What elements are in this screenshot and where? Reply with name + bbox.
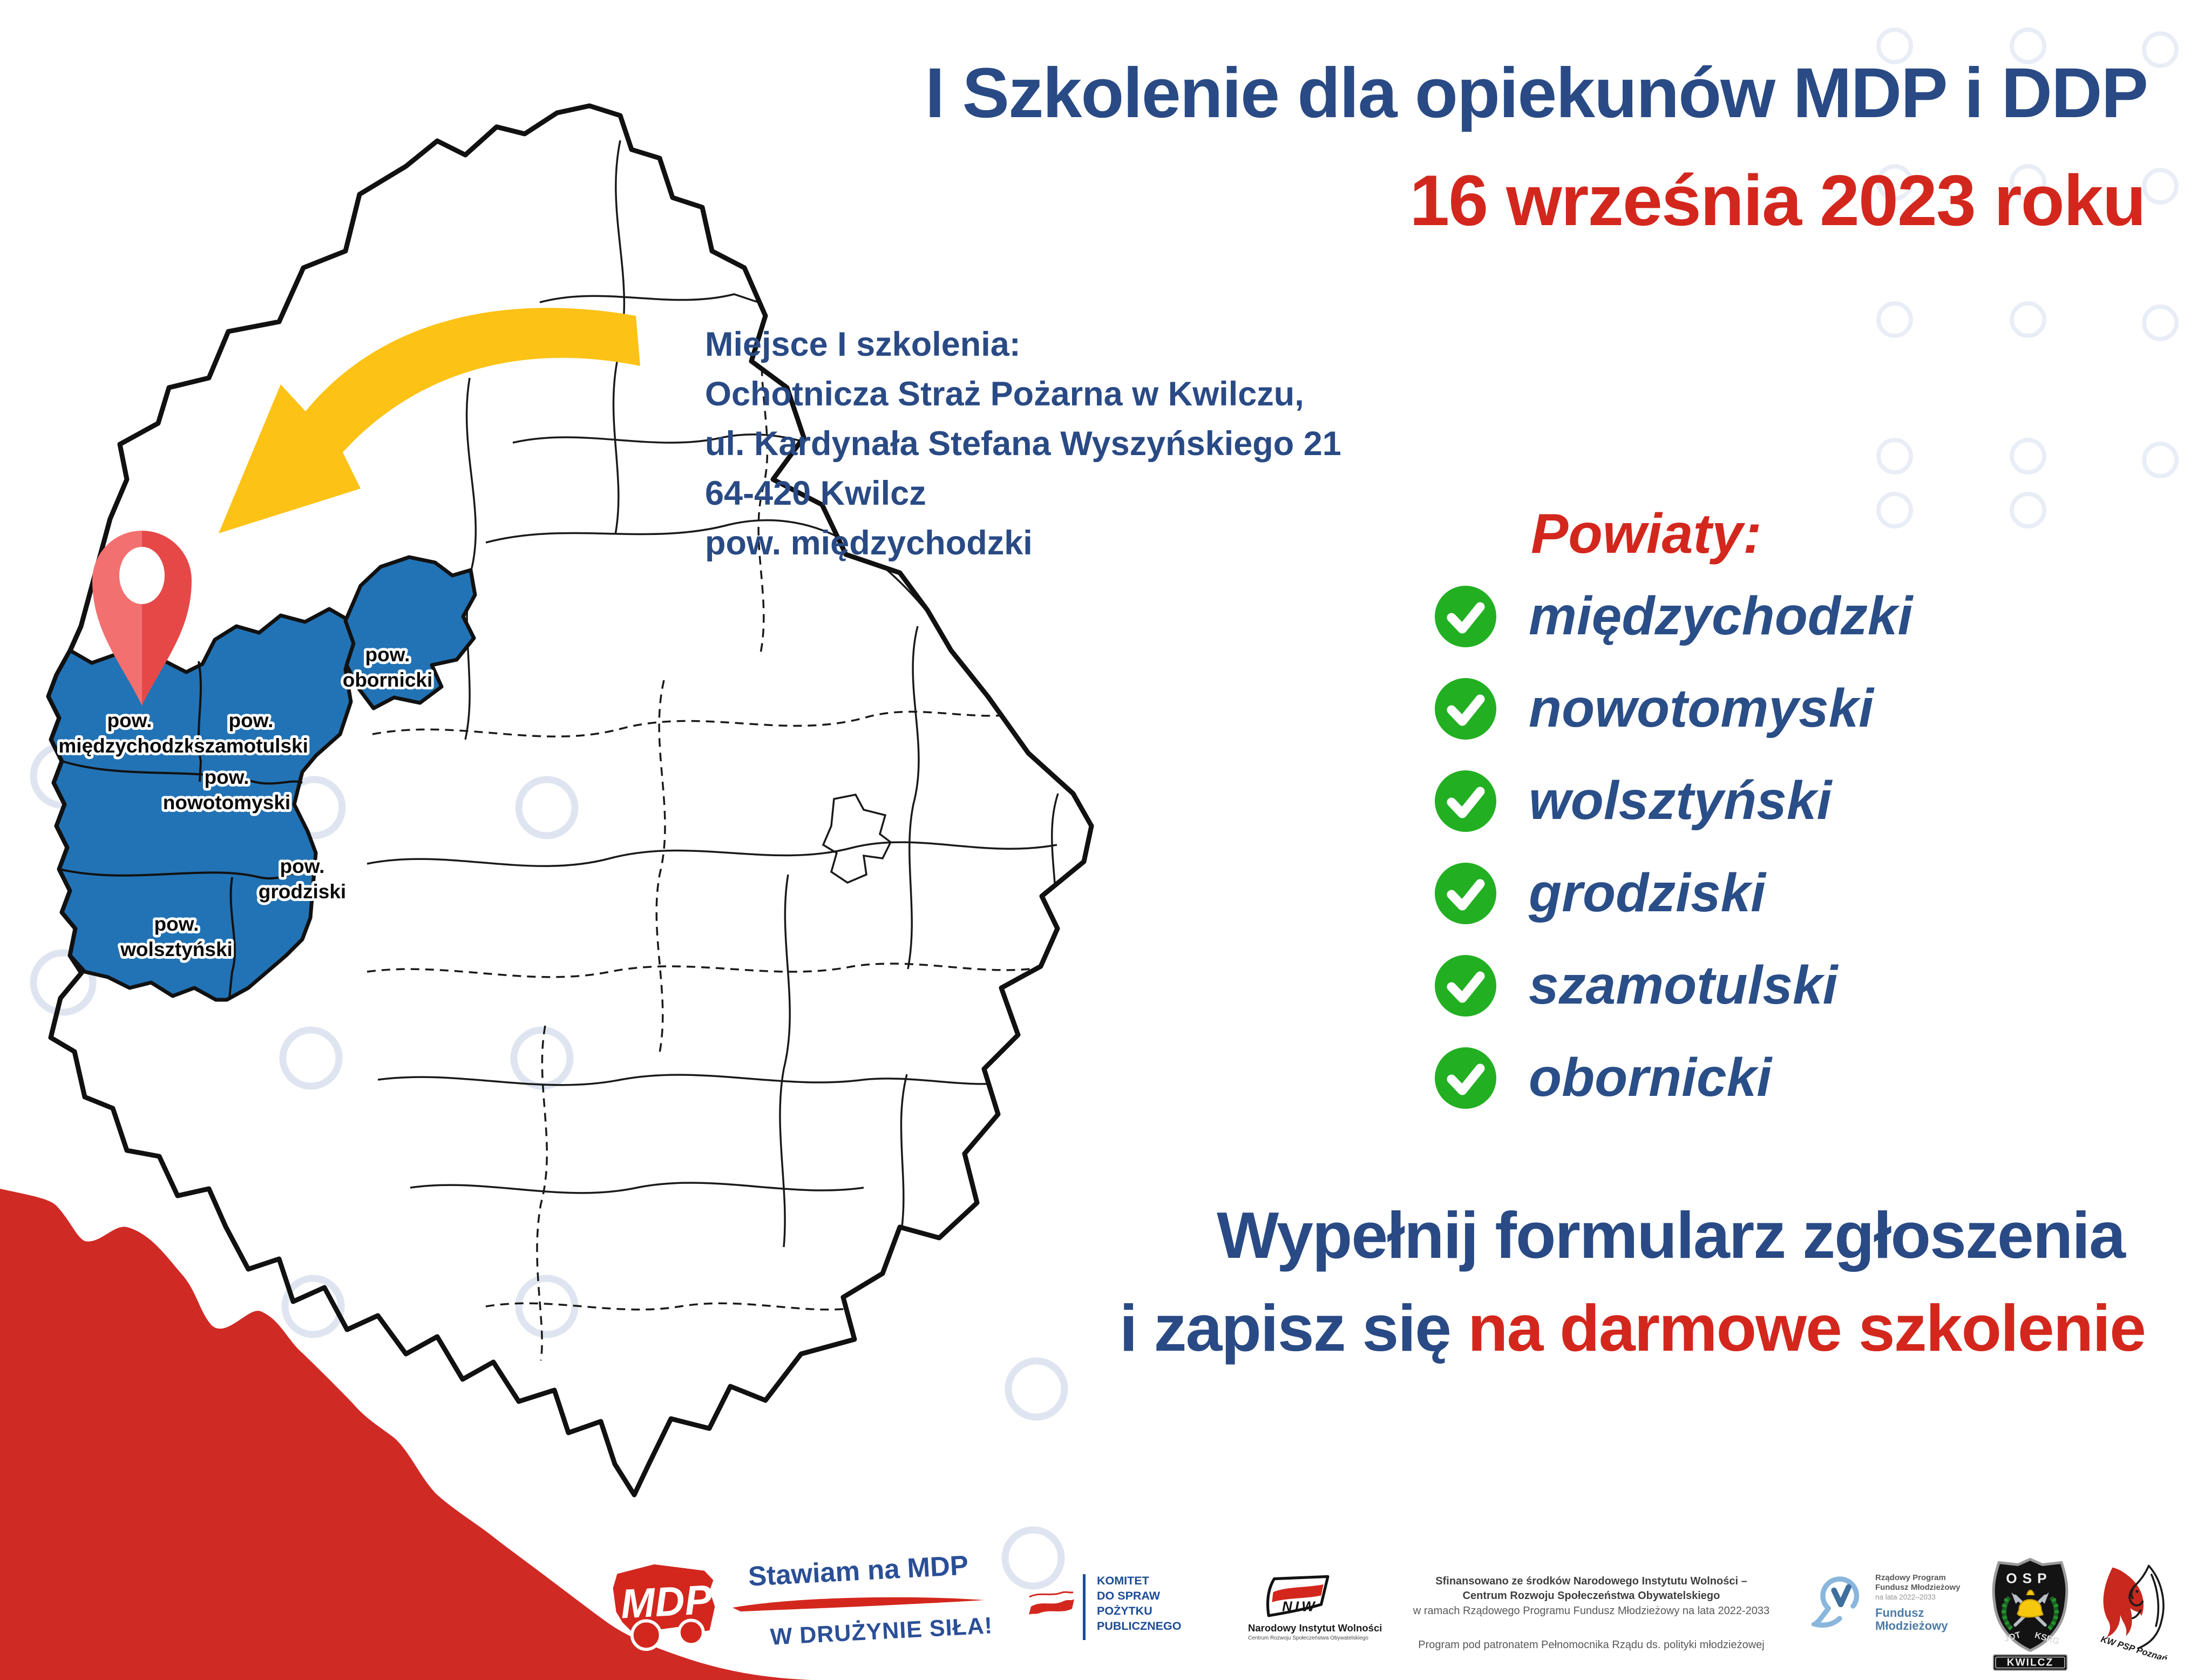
niw-acronym: NIW [1282,1600,1318,1615]
powiat-name: szamotulski [1529,955,1838,1015]
osp-crest-top: OSP [2006,1570,2052,1587]
list-item: wolsztyński [1434,755,1912,847]
decorative-rings [30,28,2179,1590]
fm-program-line: Rządowy Program [1875,1573,1946,1582]
svg-text:grodziski: grodziski [259,880,346,903]
niw-name: Narodowy Instytut Wolności [1248,1622,1382,1634]
list-item: grodziski [1434,847,1912,939]
location-line: 64-420 Kwilcz [705,475,926,512]
label-grodziski: pow. [280,855,325,877]
niw-flag-icon: NIW [1266,1575,1330,1617]
label-szamotulski: pow. [229,709,274,731]
svg-text:nowotomyski: nowotomyski [163,791,290,814]
check-icon [1435,954,1496,1017]
cta-line2-red: na darmowe szkolenie [1468,1291,2146,1365]
polish-flag-icon [1029,1591,1074,1615]
map-labels: pow. międzychodzki pow. szamotulski pow.… [56,641,435,963]
label-obornicki: pow. [365,643,410,666]
location-pin-icon [92,531,192,706]
red-swoosh [733,1597,985,1611]
powiaty-list: międzychodzki nowotomyski wolsztyński gr… [1434,570,1912,1124]
mdp-logo: MDP [613,1564,715,1651]
mdp-logo-text: MDP [620,1577,714,1628]
powiat-name: grodziski [1529,863,1766,923]
funding-line: Sfinansowano ze środków Narodowego Insty… [1435,1575,1747,1587]
fm-program-line: Fundusz Młodzieżowy [1875,1583,1961,1592]
fm-title: Fundusz Młodzieżowy [1875,1606,1948,1632]
powiat-name: nowotomyski [1529,678,1874,739]
page-title: I Szkolenie dla opiekunów MDP i DDP [925,53,2148,132]
red-corner-shape [0,1189,811,1680]
cta-line2: i zapisz się na darmowe szkolenie [418,1290,2146,1366]
list-item: nowotomyski [1434,662,1912,755]
komitet-line: PUBLICZNEGO [1097,1620,1182,1632]
kwpsp-caption: KW PSP Poznań [2100,1634,2169,1659]
label-nowotomyski: pow. [205,766,249,788]
niw-logo-block: NIW Narodowy Instytut Wolności Centrum R… [1248,1571,1382,1641]
funding-line: w ramach Rządowego Programu Fundusz Młod… [1413,1605,1770,1617]
check-icon [1435,678,1496,740]
fm-years-line: na lata 2022–2033 [1875,1593,1936,1601]
cta-line2-blue: i zapisz się [1119,1291,1452,1365]
check-icon [1435,862,1496,924]
osp-kwilcz-crest: OSP JOT KSRG KWILCZ [1992,1557,2068,1671]
check-icon [1435,1047,1496,1109]
komitet-block: KOMITET DO SPRAW POŻYTKU PUBLICZNEGO [1097,1573,1181,1634]
komitet-line: DO SPRAW [1097,1589,1161,1602]
niw-subname: Centrum Rozwoju Społeczeństwa Obywatelsk… [1248,1635,1368,1641]
powiat-name: wolsztyński [1529,770,1832,831]
location-heading: Miejsce I szkolenia: [705,326,1021,363]
svg-text:międzychodzki: międzychodzki [58,735,200,757]
cta-line1: Wypełnij formularz zgłoszenia [1217,1198,2126,1272]
svg-text:szamotulski: szamotulski [194,735,308,757]
kwpsp-poznan-logo: KW PSP Poznań [2100,1564,2169,1659]
list-item: obornicki [1434,1032,1912,1124]
funding-line: Centrum Rozwoju Społeczeństwa Obywatelsk… [1462,1590,1720,1602]
powiaty-heading: Powiaty: [1531,503,1762,565]
list-item: międzychodzki [1434,570,1912,662]
komitet-line: POŻYTKU [1097,1604,1152,1617]
arrow-to-location [219,308,640,533]
komitet-line: KOMITET [1097,1574,1149,1587]
location-line: pow. międzychodzki [705,524,1033,562]
label-miedzychodzki: pow. [107,709,152,731]
osp-plaque: KWILCZ [2007,1657,2053,1669]
county-obornicki [343,555,477,710]
location-line: ul. Kardynała Stefana Wyszyńskiego 21 [705,425,1341,463]
location-block: Miejsce I szkolenia: Ochotnicza Straż Po… [705,320,1341,568]
check-icon [1435,770,1496,832]
wielkopolska-outline [46,103,1094,1498]
list-item: szamotulski [1434,939,1912,1032]
highlighted-county-borders [59,661,315,998]
fundusz-mlodziezowy-block: Rządowy Program Fundusz Młodzieżowy na l… [1875,1573,1961,1632]
check-icon [1435,585,1496,647]
svg-text:wolsztyński: wolsztyński [120,938,233,960]
highlighted-counties [46,607,358,1002]
funding-block: Sfinansowano ze środków Narodowego Insty… [1370,1574,1813,1652]
powiat-name: międzychodzki [1529,586,1913,646]
funding-patronage-line: Program pod patronatem Pełnomocnika Rząd… [1418,1639,1765,1651]
divider [1083,1574,1086,1640]
location-line: Ochotnicza Straż Pożarna w Kwilczu, [705,375,1304,413]
fundusz-mlodziezowy-icon [1812,1576,1859,1628]
label-wolsztynski: pow. [154,913,199,935]
svg-text:obornicki: obornicki [343,669,433,691]
event-date: 16 września 2023 roku [1409,161,2146,241]
powiat-name: obornicki [1529,1047,1772,1108]
